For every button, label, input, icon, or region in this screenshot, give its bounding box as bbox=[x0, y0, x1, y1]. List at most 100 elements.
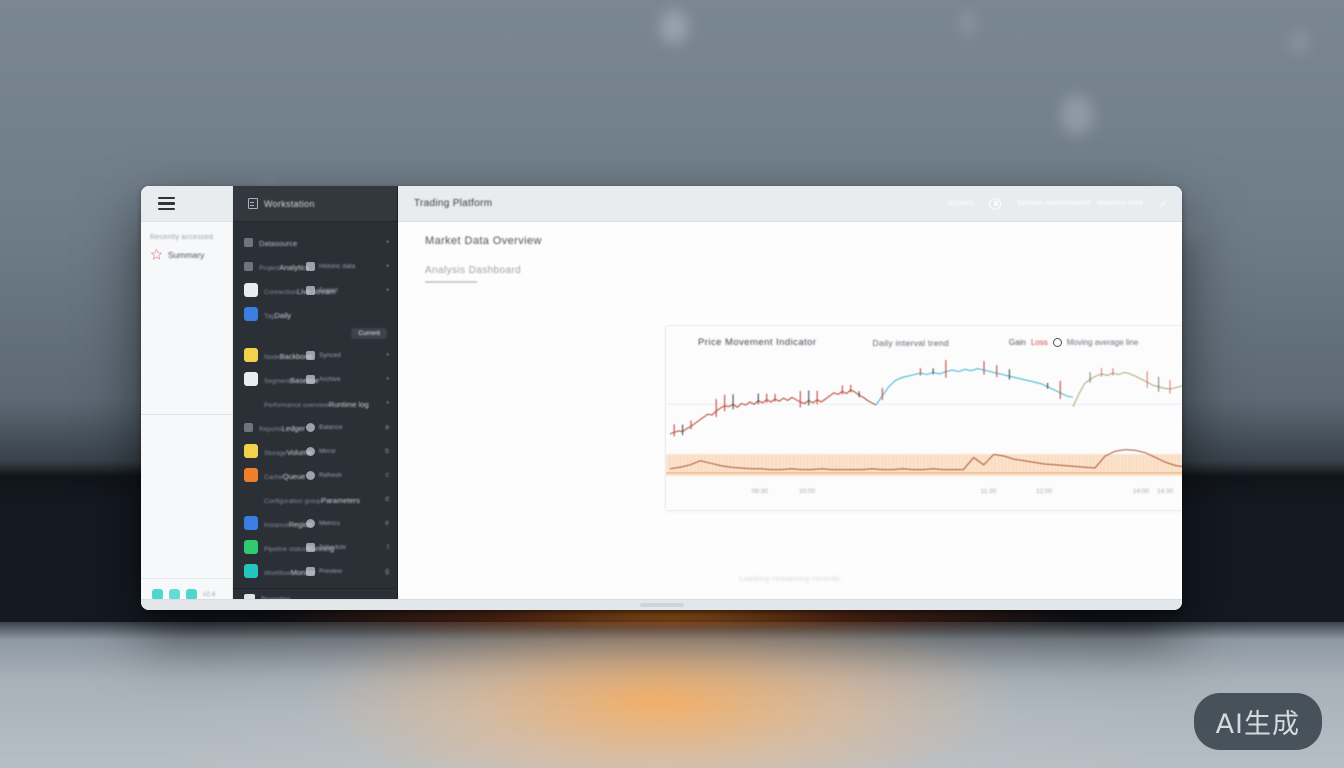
row-action-icon[interactable]: • bbox=[386, 399, 389, 407]
bokeh-light bbox=[660, 10, 688, 44]
sidebar-list-item[interactable]: CacheQueue Refresh c bbox=[233, 463, 397, 487]
item-title: Queue bbox=[282, 472, 306, 481]
item-texts: SegmentBaseline bbox=[264, 370, 319, 388]
rail-item-summary[interactable]: Summary bbox=[141, 241, 232, 268]
row-meta: Schedule bbox=[306, 542, 372, 552]
chart-header: Price Movement Indicator Daily interval … bbox=[666, 326, 1182, 348]
subheading-rule bbox=[425, 281, 477, 283]
legend-item-gain: Gain bbox=[1008, 338, 1026, 347]
item-icon bbox=[244, 444, 258, 458]
item-icon bbox=[244, 261, 253, 271]
sidebar-list-item[interactable]: ReportsLedger Balance a bbox=[233, 415, 397, 439]
sidebar-list-item[interactable]: NodeBackbone Synced • bbox=[233, 343, 397, 367]
dark-sidebar-title: Workstation bbox=[264, 198, 315, 209]
row-meta-label: Refresh bbox=[319, 471, 342, 479]
row-meta: Preview bbox=[306, 566, 372, 576]
item-icon-placeholder bbox=[244, 396, 258, 410]
sidebar-list-item[interactable]: StorageVolume Mirror b bbox=[233, 439, 397, 463]
item-subtitle: Instance bbox=[264, 522, 289, 529]
sidebar-list-item[interactable]: Configuration groupParameters d bbox=[233, 487, 397, 511]
row-mid-icon bbox=[306, 374, 315, 384]
item-icon bbox=[244, 468, 258, 482]
row-action-icon[interactable]: b bbox=[385, 447, 389, 455]
sidebar-list-item[interactable]: WorkflowMonitor Preview g bbox=[233, 559, 397, 583]
row-action-icon[interactable]: • bbox=[386, 262, 389, 270]
chip-teal-2[interactable] bbox=[169, 589, 180, 600]
row-mid-icon bbox=[306, 542, 315, 552]
item-title: Region bbox=[288, 520, 313, 529]
row-meta-label: Archive bbox=[319, 375, 341, 383]
row-mid-icon bbox=[306, 350, 315, 360]
sidebar-list-item[interactable]: Performance overviewRuntime log • bbox=[233, 391, 397, 415]
loading-note: Loading remaining records bbox=[739, 574, 841, 583]
item-texts: StorageVolume bbox=[264, 442, 312, 460]
sidebar-list-item[interactable]: SegmentBaseline Archive • bbox=[233, 367, 397, 391]
x-axis-tick-label: 10:00 bbox=[798, 488, 816, 495]
left-rail: Recently accessed Summary v2.4 bbox=[141, 186, 233, 610]
item-subtitle: Node bbox=[264, 354, 280, 361]
item-texts: TagDaily bbox=[264, 305, 300, 323]
main-heading: Market Data Overview bbox=[425, 235, 542, 247]
item-icon bbox=[244, 372, 258, 386]
x-axis-tick-label: 12:00 bbox=[1035, 488, 1053, 495]
item-title: Daily bbox=[274, 311, 292, 320]
account-label[interactable]: Account bbox=[948, 200, 974, 207]
pencil-icon[interactable] bbox=[1159, 199, 1168, 208]
item-subtitle: Storage bbox=[264, 450, 287, 457]
item-texts: ProjectAnalytics bbox=[259, 257, 309, 275]
row-action-icon[interactable]: • bbox=[386, 238, 389, 246]
item-title: Baseline bbox=[290, 376, 319, 385]
sidebar-list-item[interactable]: TagDaily bbox=[233, 302, 397, 326]
item-title: Monitor bbox=[290, 568, 316, 577]
item-icon bbox=[244, 422, 253, 432]
chart-plot[interactable] bbox=[666, 360, 1182, 478]
row-action-icon[interactable]: • bbox=[386, 351, 389, 359]
item-title: Backbone bbox=[279, 352, 313, 361]
item-icon bbox=[244, 540, 258, 554]
rail-header bbox=[141, 186, 232, 222]
row-meta: Refresh bbox=[306, 470, 372, 480]
application-window: Recently accessed Summary v2.4 bbox=[141, 186, 1182, 610]
chart-legend: Gain Loss Moving average line bbox=[1009, 338, 1138, 347]
item-subtitle: Configuration group bbox=[264, 498, 322, 505]
row-action-icon[interactable]: c bbox=[385, 471, 390, 479]
rail-version-label: v2.4 bbox=[203, 591, 216, 598]
row-action-icon[interactable]: e bbox=[385, 519, 389, 527]
row-meta-label: Historic data bbox=[319, 262, 356, 270]
bokeh-light bbox=[1060, 95, 1094, 135]
row-mid-icon bbox=[306, 518, 315, 528]
item-icon bbox=[244, 237, 253, 247]
row-action-icon[interactable]: f bbox=[387, 543, 389, 551]
x-axis-tick-label: 14:00 bbox=[1132, 488, 1150, 495]
row-action-icon[interactable]: a bbox=[385, 423, 389, 431]
row-action-icon[interactable]: g bbox=[385, 567, 389, 575]
item-texts: Performance overviewRuntime log bbox=[264, 394, 369, 412]
rail-item-label: Summary bbox=[168, 249, 205, 260]
sidebar-list-item[interactable]: Datasource • bbox=[233, 227, 397, 254]
sidebar-list-item[interactable]: ProjectAnalytics Historic data • bbox=[233, 254, 397, 278]
row-mid-icon bbox=[306, 285, 315, 295]
user-circle-icon[interactable] bbox=[989, 197, 1002, 210]
row-meta: Historic data bbox=[306, 261, 372, 271]
row-action-icon[interactable]: • bbox=[386, 286, 389, 294]
dark-sidebar-header: Workstation bbox=[233, 186, 397, 222]
sidebar-list-item[interactable]: Pipeline statusRunning Schedule f bbox=[233, 535, 397, 559]
sidebar-list-item[interactable]: InstanceRegion Metrics e bbox=[233, 511, 397, 535]
x-axis-tick-label: 14:30 bbox=[1156, 488, 1174, 495]
row-action-icon[interactable]: d bbox=[385, 495, 389, 503]
item-texts: InstanceRegion bbox=[264, 514, 312, 532]
item-title: Analytics bbox=[279, 263, 310, 272]
row-meta-label: Mirror bbox=[319, 447, 336, 455]
hamburger-icon[interactable] bbox=[158, 196, 175, 211]
item-title: Ledger bbox=[281, 424, 306, 433]
chip-teal-3[interactable] bbox=[186, 589, 197, 600]
x-axis-tick-label: 09:30 bbox=[751, 488, 768, 495]
row-action-icon[interactable]: • bbox=[386, 375, 389, 383]
chip-teal-1[interactable] bbox=[152, 589, 163, 600]
rail-section-label: Recently accessed bbox=[150, 234, 214, 241]
row-meta: Archive bbox=[306, 374, 372, 384]
item-subtitle: Performance overview bbox=[264, 402, 329, 409]
sidebar-list-item[interactable]: ConnectionLive stream Export • bbox=[233, 278, 397, 302]
legend-item-loss: Loss bbox=[1030, 338, 1048, 347]
